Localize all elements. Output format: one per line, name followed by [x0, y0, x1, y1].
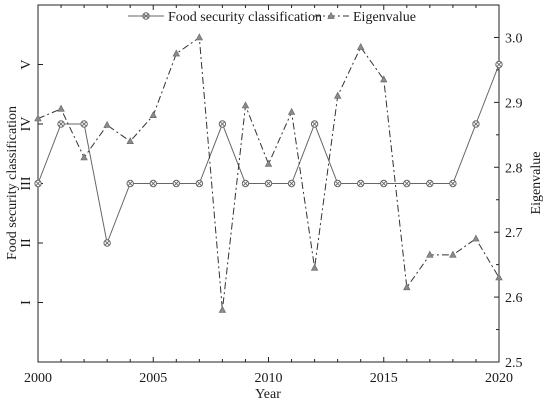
food-security-point — [310, 120, 319, 128]
series-line-food-security — [37, 64, 500, 245]
eigenvalue-point — [34, 114, 42, 122]
eigenvalue-point — [80, 153, 88, 161]
food-security-point — [172, 179, 181, 188]
food-security-point — [218, 120, 227, 128]
eigenvalue-point — [149, 111, 157, 118]
eigenvalue-point — [172, 49, 180, 57]
legend: Food security classification Eigenvalue — [128, 10, 416, 25]
left-y-tick-label: V — [19, 59, 34, 69]
eigenvalue-point — [264, 159, 273, 167]
legend-marker-food-security — [142, 12, 150, 20]
food-security-point — [241, 179, 250, 188]
x-tick-label: 2010 — [255, 371, 283, 386]
food-security-point — [126, 179, 134, 188]
series-line-eigenvalue — [37, 36, 500, 311]
series-layer — [34, 33, 503, 313]
eigenvalue-point — [310, 263, 319, 271]
eigenvalue-point — [195, 33, 203, 41]
eigenvalue-point — [449, 250, 457, 258]
eigenvalue-point — [472, 234, 480, 242]
right-y-axis: 2.5 2.6 2.7 2.8 2.9 3.0 — [494, 4, 523, 371]
right-y-tick-label: 2.8 — [505, 161, 523, 176]
food-security-point — [380, 179, 388, 188]
food-security-point — [57, 120, 65, 128]
eigenvalue-point — [287, 107, 296, 115]
right-y-tick-label: 2.9 — [505, 96, 523, 111]
right-y-tick-label: 2.7 — [505, 226, 523, 241]
x-tick-label: 2015 — [370, 371, 398, 386]
food-security-point — [403, 179, 411, 188]
eigenvalue-point — [57, 104, 65, 112]
eigenvalue-point — [126, 137, 134, 144]
eigenvalue-point — [241, 101, 250, 109]
left-y-tick-label: IV — [19, 117, 34, 132]
eigenvalue-point — [403, 283, 411, 291]
left-y-tick-label: III — [19, 176, 34, 190]
food-security-point — [103, 239, 111, 247]
food-security-point — [333, 179, 342, 188]
food-security-point — [495, 60, 503, 69]
food-security-point — [449, 179, 457, 188]
x-tick-label: 2020 — [485, 371, 513, 386]
eigenvalue-point — [495, 273, 503, 281]
food-security-point — [34, 179, 42, 188]
food-security-point — [80, 120, 88, 128]
food-security-point — [287, 179, 296, 188]
right-y-tick-label: 3.0 — [505, 31, 523, 46]
x-axis: 2000 2005 2010 2015 2020 — [24, 5, 513, 386]
legend-label-eigenvalue: Eigenvalue — [353, 10, 416, 25]
x-tick-label: 2000 — [24, 371, 52, 386]
left-y-axis-label: Food security classification — [5, 106, 20, 260]
right-y-tick-label: 2.5 — [505, 356, 523, 371]
eigenvalue-point — [103, 120, 111, 128]
x-tick-label: 2005 — [139, 371, 167, 386]
food-security-point — [472, 120, 480, 128]
left-y-tick-label: II — [19, 238, 34, 248]
eigenvalue-point — [356, 42, 365, 50]
right-y-tick-label: 2.6 — [505, 291, 523, 306]
x-axis-label: Year — [255, 387, 281, 402]
eigenvalue-point — [218, 305, 227, 313]
food-security-point — [149, 179, 157, 188]
eigenvalue-point — [333, 91, 342, 99]
eigenvalue-point — [380, 75, 388, 83]
food-security-point — [264, 179, 273, 188]
legend-marker-eigenvalue — [327, 11, 335, 19]
legend-label-food-security: Food security classification — [168, 10, 322, 25]
left-y-tick-label: I — [19, 300, 34, 305]
eigenvalue-point — [426, 250, 434, 258]
right-y-axis-label: Eigenvalue — [529, 152, 544, 215]
food-security-point — [357, 179, 365, 188]
food-security-point — [426, 179, 434, 188]
food-security-point — [195, 179, 204, 188]
